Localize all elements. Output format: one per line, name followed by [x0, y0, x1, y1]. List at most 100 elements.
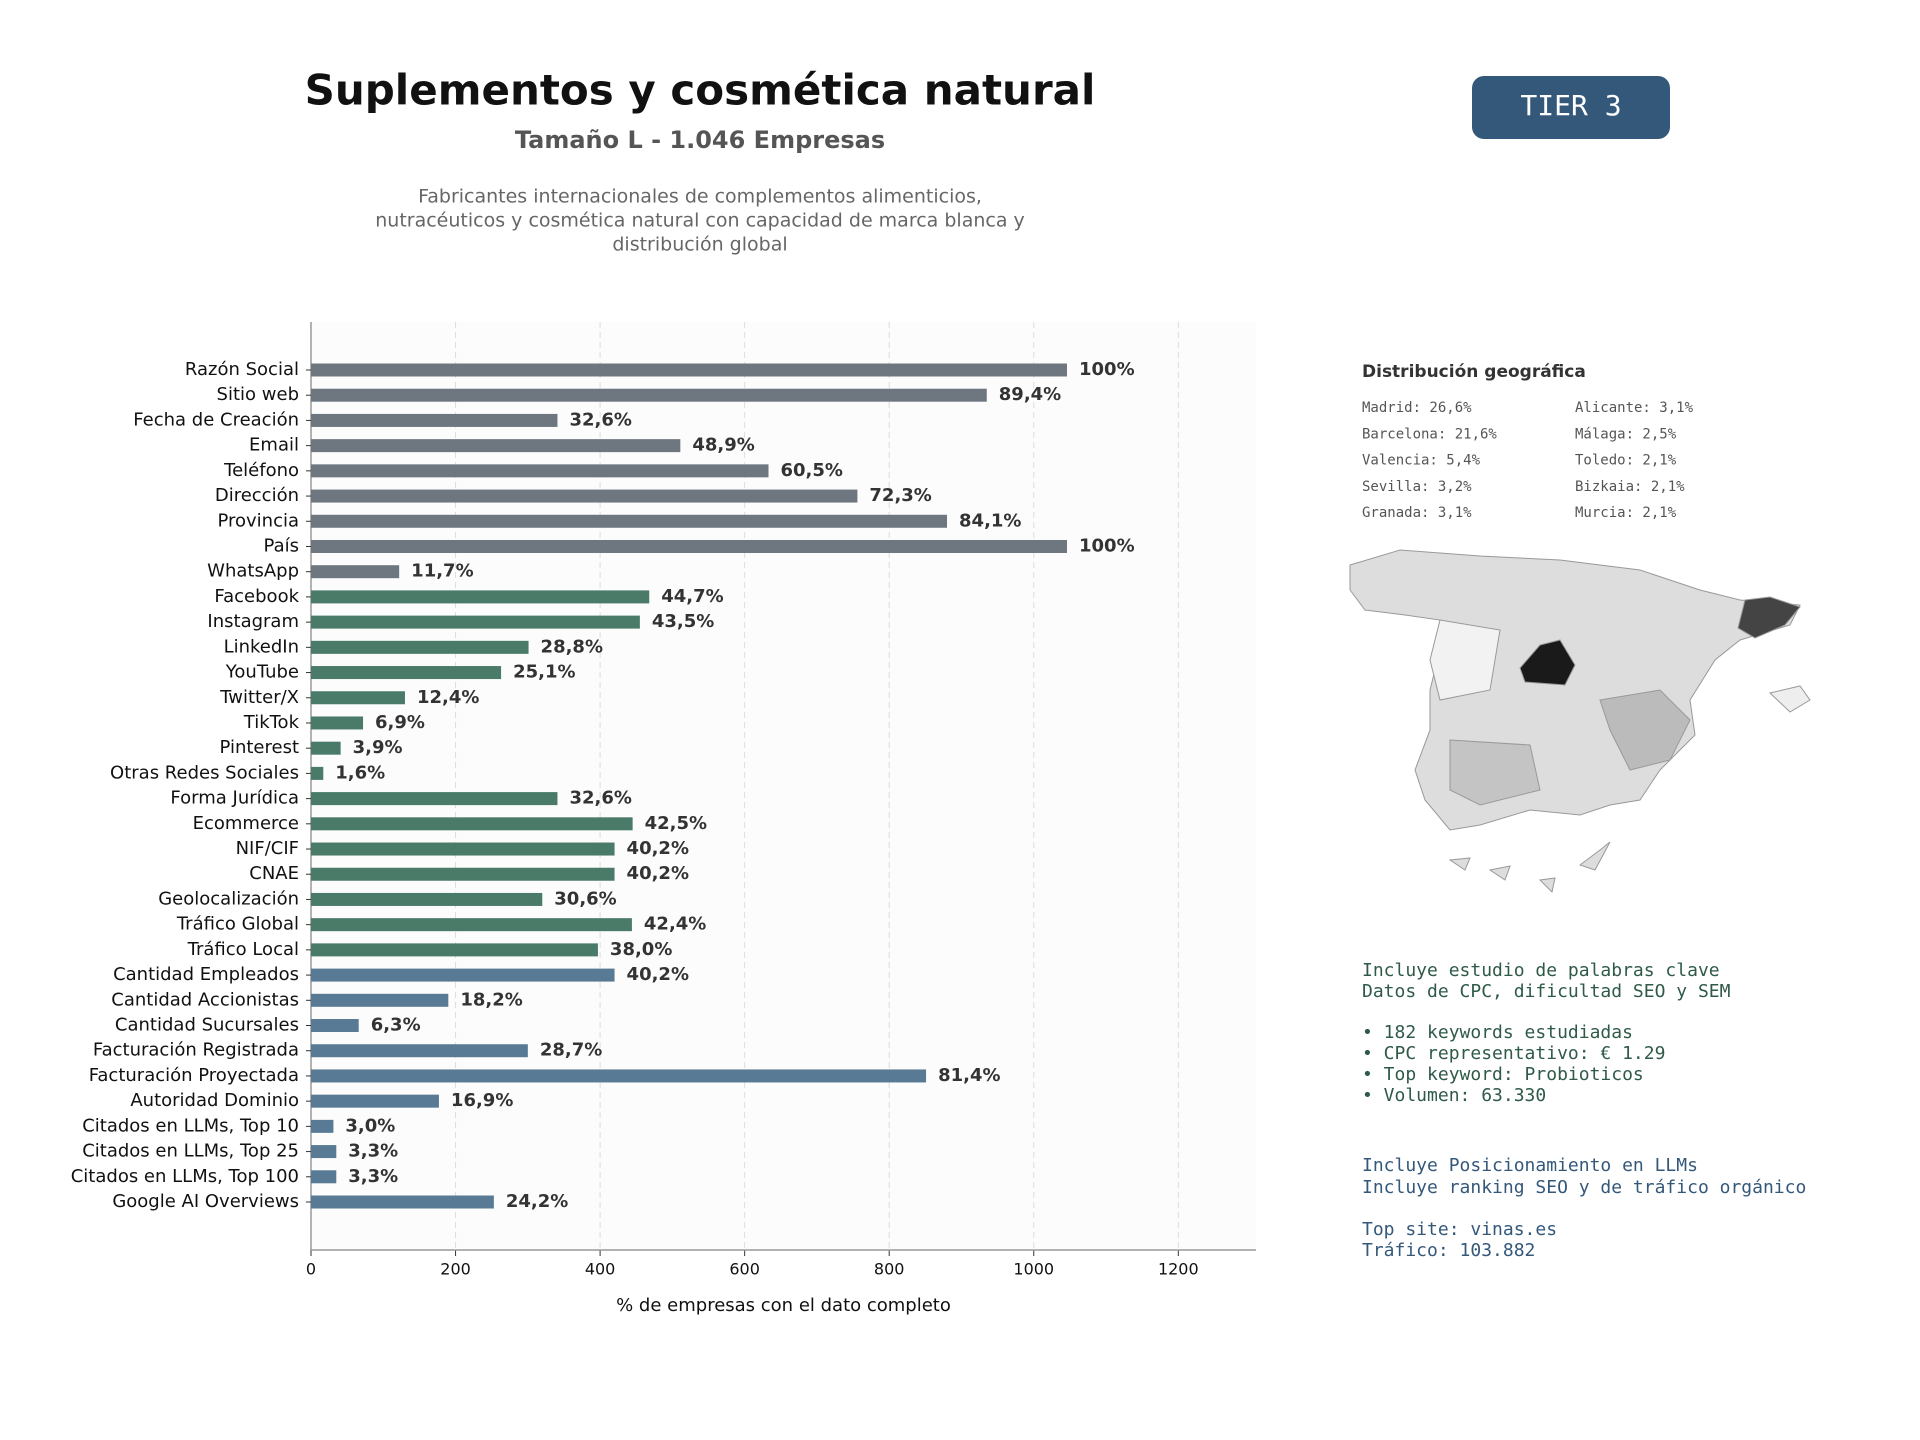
geo-entry: Alicante: 3,1% [1575, 400, 1694, 416]
geo-entry: Murcia: 2,1% [1575, 505, 1677, 521]
info-line: Top site: vinas.es [1362, 1219, 1557, 1240]
y-tick-label: NIF/CIF [236, 838, 299, 859]
y-tick-label: Tráfico Global [176, 914, 299, 935]
info-line: Datos de CPC, dificultad SEO y SEM [1362, 981, 1731, 1002]
y-tick-label: Citados en LLMs, Top 10 [82, 1115, 299, 1136]
y-tick-label: Citados en LLMs, Top 25 [82, 1141, 299, 1162]
bar [311, 691, 405, 705]
value-label: 28,7% [540, 1040, 602, 1061]
value-label: 18,2% [460, 989, 522, 1010]
geo-entry: Sevilla: 3,2% [1362, 479, 1472, 495]
value-label: 40,2% [627, 964, 689, 985]
title: Suplementos y cosmética natural [305, 66, 1096, 115]
value-label: 38,0% [610, 939, 672, 960]
value-label: 28,8% [541, 636, 603, 657]
bar [311, 1145, 337, 1159]
y-tick-label: WhatsApp [207, 561, 299, 582]
y-tick-label: Facturación Proyectada [89, 1065, 299, 1086]
badge-box [1472, 76, 1670, 139]
bar [311, 716, 364, 730]
bar [311, 867, 615, 881]
value-label: 1,6% [335, 762, 385, 783]
info-line: • CPC representativo: € 1.29 [1362, 1043, 1665, 1064]
bar [311, 1044, 528, 1058]
bar [311, 968, 615, 982]
bar [311, 1119, 334, 1133]
info-line: • 182 keywords estudiadas [1362, 1022, 1633, 1043]
y-tick-label: Tráfico Local [187, 939, 299, 960]
value-label: 48,9% [692, 435, 754, 456]
y-tick-label: Cantidad Sucursales [115, 1015, 299, 1036]
x-tick-label: 200 [440, 1260, 471, 1279]
value-label: 60,5% [781, 460, 843, 481]
value-label: 25,1% [513, 662, 575, 683]
y-tick-label: TikTok [243, 712, 300, 733]
y-tick-label: Cantidad Empleados [113, 964, 299, 985]
value-label: 11,7% [411, 561, 473, 582]
value-label: 42,4% [644, 914, 706, 935]
x-tick-label: 400 [585, 1260, 616, 1279]
info-line: Incluye estudio de palabras clave [1362, 960, 1720, 981]
bar [311, 666, 502, 680]
x-tick-label: 1000 [1013, 1260, 1054, 1279]
bar [311, 388, 987, 402]
value-label: 100% [1079, 359, 1135, 380]
islands [1768, 685, 1811, 713]
value-label: 12,4% [417, 687, 479, 708]
geo-entry: Valencia: 5,4% [1362, 453, 1481, 469]
badge: TIER 3 [1520, 89, 1621, 122]
y-tick-label: CNAE [249, 863, 299, 884]
value-label: 24,2% [506, 1191, 568, 1212]
info-line: • Top keyword: Probioticos [1362, 1064, 1644, 1085]
region [1449, 739, 1541, 806]
y-tick-label: Forma Jurídica [170, 788, 299, 809]
y-tick-label: Fecha de Creación [133, 409, 299, 430]
region-barcelona [1737, 596, 1801, 639]
value-label: 81,4% [938, 1065, 1000, 1086]
value-label: 40,2% [627, 863, 689, 884]
bar [311, 1069, 927, 1083]
y-tick-label: Dirección [215, 485, 299, 506]
value-label: 30,6% [554, 888, 616, 909]
y-tick-label: Otras Redes Sociales [110, 762, 299, 783]
info-line: Incluye Posicionamiento en LLMs [1362, 1155, 1698, 1176]
y-tick-label: Google AI Overviews [112, 1191, 299, 1212]
bar [311, 842, 615, 856]
y-tick-label: Cantidad Accionistas [111, 989, 299, 1010]
value-label: 3,3% [348, 1166, 398, 1187]
geo-entry: Bizkaia: 2,1% [1575, 479, 1685, 495]
bar [311, 413, 558, 427]
value-label: 40,2% [627, 838, 689, 859]
bar [311, 439, 681, 453]
value-label: 32,6% [569, 409, 631, 430]
info-line: Tráfico: 103.882 [1362, 1240, 1535, 1261]
value-label: 89,4% [999, 384, 1061, 405]
x-tick-label: 600 [729, 1260, 760, 1279]
info-line: Incluye ranking SEO y de tráfico orgánic… [1362, 1177, 1806, 1198]
value-label: 3,9% [353, 737, 403, 758]
bar [311, 1170, 337, 1184]
bar [311, 514, 948, 528]
x-axis-title: % de empresas con el dato completo [616, 1295, 951, 1316]
value-label: 3,3% [348, 1141, 398, 1162]
bar [311, 892, 543, 906]
x-tick-label: 0 [306, 1260, 316, 1279]
value-label: 6,9% [375, 712, 425, 733]
y-tick-label: Citados en LLMs, Top 100 [71, 1166, 299, 1187]
bar [311, 741, 341, 755]
info-line: • Volumen: 63.330 [1362, 1085, 1546, 1106]
value-label: 6,3% [371, 1015, 421, 1036]
y-tick-label: YouTube [225, 662, 299, 683]
geo-title: Distribución geográfica [1362, 362, 1586, 382]
value-label: 84,1% [959, 510, 1021, 531]
x-tick-label: 1200 [1158, 1260, 1199, 1279]
y-tick-label: Email [249, 435, 299, 456]
y-tick-label: Autoridad Dominio [130, 1090, 299, 1111]
value-label: 3,0% [345, 1115, 395, 1136]
bar [311, 539, 1067, 553]
geo-entry: Madrid: 26,6% [1362, 400, 1472, 416]
bar [311, 1195, 494, 1209]
bar [311, 792, 558, 806]
